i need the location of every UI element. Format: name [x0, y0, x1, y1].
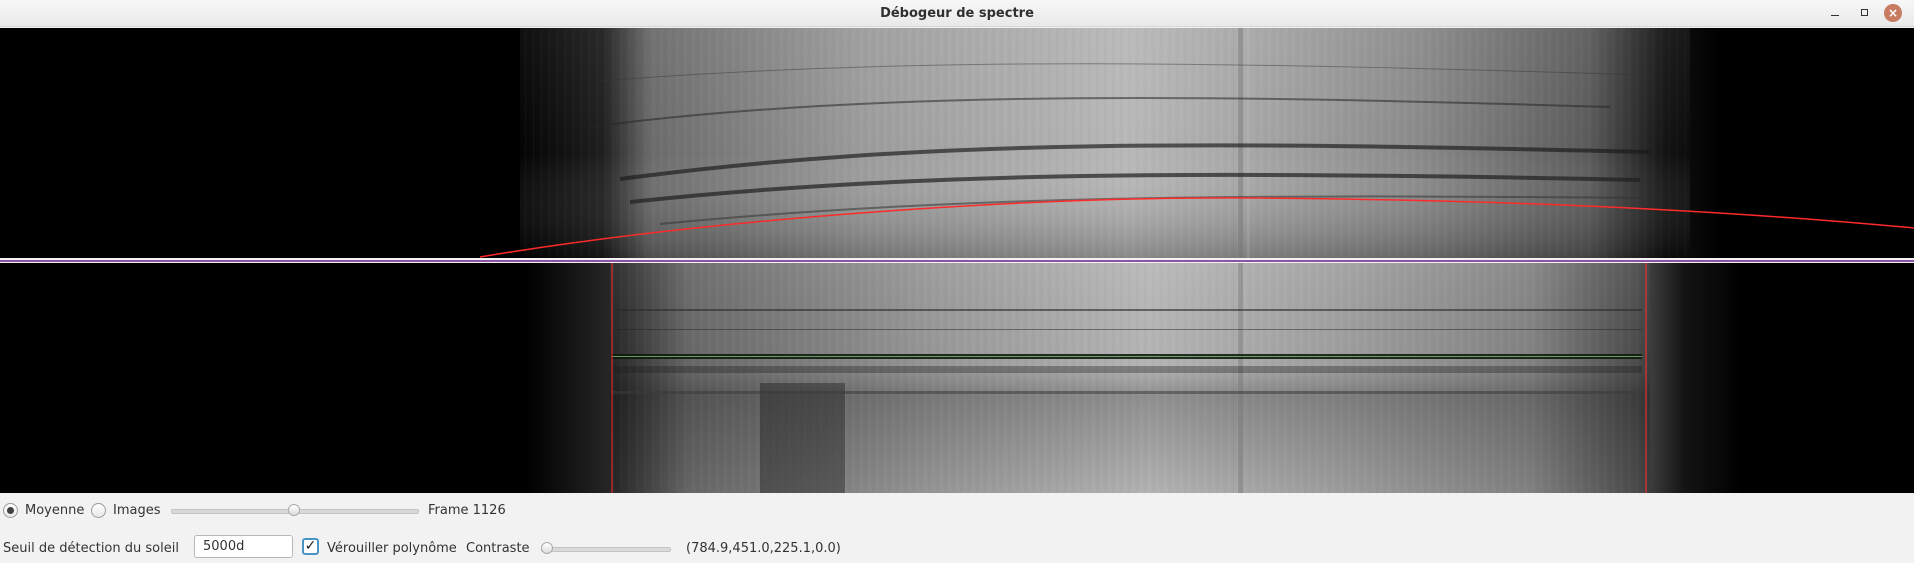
- controls-panel: Moyenne Images Frame 1126 Seuil de détec…: [0, 493, 1914, 563]
- title-bar: Débogeur de spectre ×: [0, 0, 1914, 27]
- close-button[interactable]: ×: [1884, 4, 1902, 22]
- top-spectrum-panel: [0, 28, 1914, 258]
- checkmark-icon: ✓: [304, 538, 317, 554]
- maximize-icon: [1861, 9, 1868, 16]
- contrast-slider-thumb[interactable]: [541, 542, 553, 554]
- sun-threshold-label: Seuil de détection du soleil: [3, 541, 179, 556]
- images-mode-label: Images: [113, 503, 161, 518]
- contrast-slider-track[interactable]: [541, 547, 671, 552]
- lock-polynomial-label: Vérouiller polynôme: [327, 541, 457, 556]
- bottom-spectrum-panel: [0, 263, 1914, 493]
- average-mode-label: Moyenne: [25, 503, 85, 518]
- polynomial-coefficients: (784.9,451.0,225.1,0.0): [686, 541, 841, 556]
- minimize-icon: [1831, 15, 1839, 16]
- panel-divider: [0, 260, 1914, 262]
- corrected-spectrum-image: [0, 263, 1914, 493]
- detected-polynomial-curve: [479, 197, 1914, 258]
- frame-label: Frame 1126: [428, 503, 506, 518]
- maximize-button[interactable]: [1856, 4, 1874, 22]
- raw-spectrum-image: [0, 28, 1914, 258]
- sun-threshold-input[interactable]: 5000d: [194, 535, 293, 558]
- close-icon: ×: [1887, 6, 1899, 20]
- lock-polynomial-checkbox[interactable]: ✓: [302, 538, 319, 555]
- average-mode-radio[interactable]: [3, 503, 18, 518]
- frame-slider-thumb[interactable]: [288, 504, 300, 516]
- minimize-button[interactable]: [1826, 4, 1844, 22]
- window-title: Débogeur de spectre: [880, 6, 1034, 21]
- contrast-label: Contraste: [466, 541, 530, 556]
- images-mode-radio[interactable]: [91, 503, 106, 518]
